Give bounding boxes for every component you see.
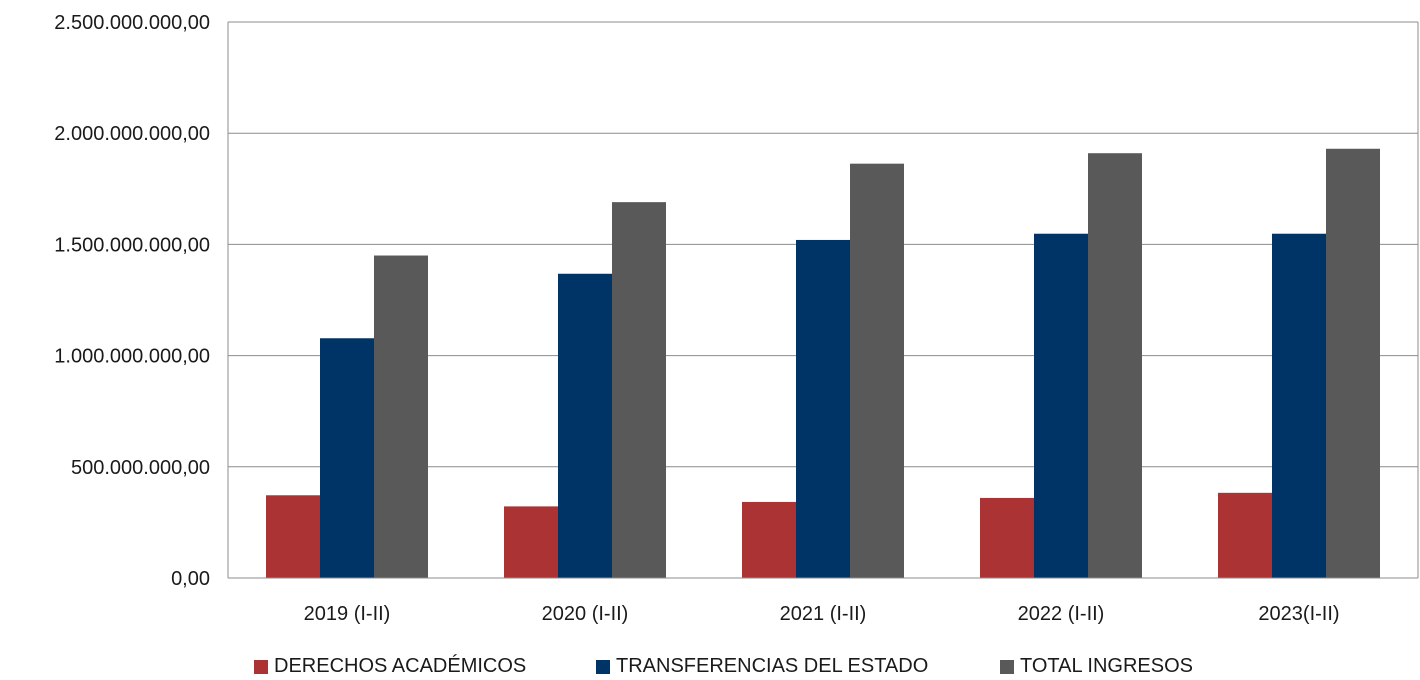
x-tick-labels: 2019 (I-II) 2020 (I-II) 2021 (I-II) 2022 (I… bbox=[304, 603, 1340, 625]
bar-transferencias-del-estado-0 bbox=[320, 338, 374, 578]
axes bbox=[227, 21, 1419, 579]
y-tick-labels: 0,00 500.000.000,00 1.000.000.000,00 1.500.… bbox=[54, 12, 210, 590]
y-tick-label: 500.000.000,00 bbox=[71, 457, 210, 479]
legend-swatch bbox=[254, 659, 268, 674]
bar-total-ingresos-3 bbox=[1088, 153, 1142, 578]
bar-derechos-acad-micos-2 bbox=[742, 501, 796, 578]
y-tick-label: 0,00 bbox=[171, 568, 210, 590]
bar-transferencias-del-estado-4 bbox=[1272, 233, 1326, 578]
legend-label: DERECHOS ACADÉMICOS bbox=[274, 655, 527, 677]
x-tick-label: 2020 (I-II) bbox=[542, 603, 629, 625]
bar-derechos-acad-micos-3 bbox=[980, 497, 1034, 578]
x-tick-label: 2019 (I-II) bbox=[304, 603, 391, 625]
legend-label: TRANSFERENCIAS DEL ESTADO bbox=[616, 655, 929, 677]
legend-swatch bbox=[1000, 659, 1014, 674]
legend: DERECHOS ACADÉMICOS TRANSFERENCIAS DEL ES… bbox=[0, 650, 1420, 680]
bar-transferencias-del-estado-3 bbox=[1034, 233, 1088, 578]
y-tick-label: 1.500.000.000,00 bbox=[54, 234, 210, 256]
legend-item: TOTAL INGRESOS bbox=[1000, 655, 1193, 678]
bar-total-ingresos-1 bbox=[612, 202, 666, 579]
y-tick-label: 1.000.000.000,00 bbox=[54, 346, 210, 368]
y-tick-label: 2.000.000.000,00 bbox=[54, 123, 210, 145]
bar-total-ingresos-2 bbox=[850, 163, 904, 578]
bar-total-ingresos-4 bbox=[1326, 148, 1380, 578]
x-tick-label: 2023(I-II) bbox=[1258, 603, 1339, 625]
bar-derechos-acad-micos-4 bbox=[1218, 492, 1272, 578]
bar-transferencias-del-estado-1 bbox=[558, 273, 612, 578]
bars bbox=[266, 148, 1380, 579]
bar-derechos-acad-micos-0 bbox=[266, 495, 320, 578]
bar-total-ingresos-0 bbox=[374, 255, 428, 578]
bar-derechos-acad-micos-1 bbox=[504, 506, 558, 578]
legend-label: TOTAL INGRESOS bbox=[1020, 655, 1193, 677]
x-tick-label: 2021 (I-II) bbox=[780, 603, 867, 625]
legend-swatch bbox=[596, 659, 610, 674]
y-tick-label: 2.500.000.000,00 bbox=[54, 12, 210, 34]
bar-chart: 0,00 500.000.000,00 1.000.000.000,00 1.500.… bbox=[54, 12, 1419, 625]
bar-transferencias-del-estado-2 bbox=[796, 239, 850, 578]
legend-item: DERECHOS ACADÉMICOS bbox=[254, 655, 526, 678]
x-tick-label: 2022 (I-II) bbox=[1018, 603, 1105, 625]
legend-item: TRANSFERENCIAS DEL ESTADO bbox=[596, 655, 928, 678]
